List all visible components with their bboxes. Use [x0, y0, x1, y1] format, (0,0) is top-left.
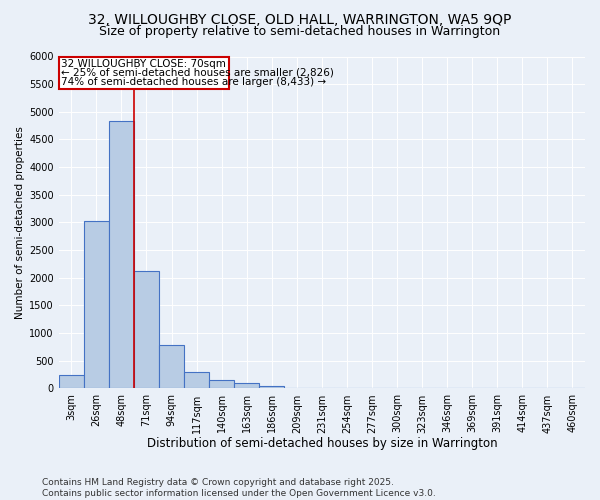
Text: 32, WILLOUGHBY CLOSE, OLD HALL, WARRINGTON, WA5 9QP: 32, WILLOUGHBY CLOSE, OLD HALL, WARRINGT… [88, 12, 512, 26]
Text: 32 WILLOUGHBY CLOSE: 70sqm: 32 WILLOUGHBY CLOSE: 70sqm [61, 58, 226, 68]
Bar [259, 386, 284, 388]
Bar [209, 380, 234, 388]
Bar [84, 221, 109, 388]
Bar [109, 121, 134, 388]
Bar [159, 346, 184, 389]
Text: ← 25% of semi-detached houses are smaller (2,826): ← 25% of semi-detached houses are smalle… [61, 68, 334, 78]
Bar [134, 270, 159, 388]
Bar [234, 384, 259, 388]
Text: Contains HM Land Registry data © Crown copyright and database right 2025.
Contai: Contains HM Land Registry data © Crown c… [42, 478, 436, 498]
Text: Size of property relative to semi-detached houses in Warrington: Size of property relative to semi-detach… [100, 25, 500, 38]
Text: 74% of semi-detached houses are larger (8,433) →: 74% of semi-detached houses are larger (… [61, 76, 326, 86]
Y-axis label: Number of semi-detached properties: Number of semi-detached properties [15, 126, 25, 319]
FancyBboxPatch shape [59, 56, 229, 88]
X-axis label: Distribution of semi-detached houses by size in Warrington: Distribution of semi-detached houses by … [146, 437, 497, 450]
Bar [59, 375, 84, 388]
Bar [184, 372, 209, 388]
